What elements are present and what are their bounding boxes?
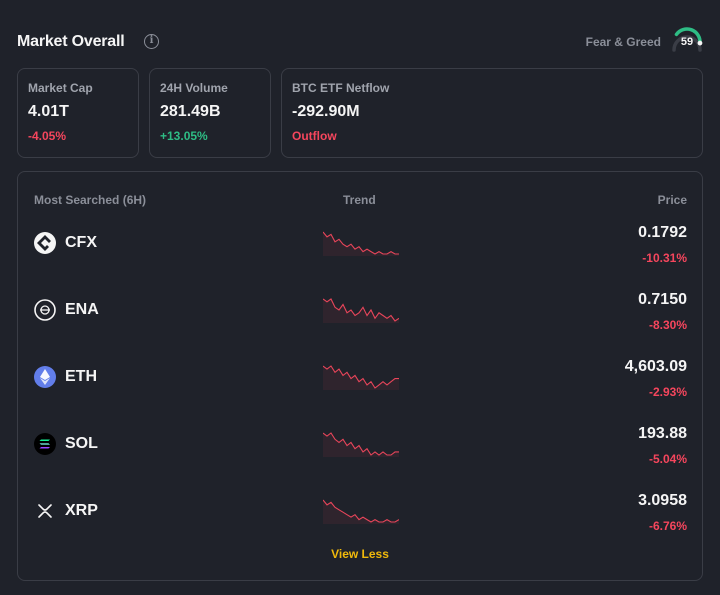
trend-area	[323, 433, 399, 457]
coin-change: -10.31%	[642, 251, 687, 265]
coin-row-eth[interactable]: ETH 4,603.09 -2.93%	[18, 344, 702, 411]
trend-area	[323, 500, 399, 524]
trend-sparkline	[323, 231, 399, 256]
fear-greed-label: Fear & Greed	[585, 35, 661, 49]
trend-line	[323, 432, 399, 456]
trend-area	[323, 366, 399, 390]
trend-sparkline	[323, 499, 399, 524]
header: Market Overall i Fear & Greed 59	[17, 27, 704, 56]
trend-area	[323, 299, 399, 323]
coin-row-sol[interactable]: SOL 193.88 -5.04%	[18, 411, 702, 478]
most-searched-panel: Most Searched (6H) Trend Price CFX 0.179…	[17, 171, 703, 581]
stat-card-market-cap[interactable]: Market Cap 4.01T -4.05%	[17, 68, 139, 158]
stat-value: 281.49B	[160, 103, 221, 120]
stat-label: Market Cap	[28, 81, 93, 95]
stat-change: Outflow	[292, 129, 337, 143]
coin-row-ena[interactable]: ENA 0.7150 -8.30%	[18, 277, 702, 344]
coin-row-xrp[interactable]: XRP 3.0958 -6.76%	[18, 478, 702, 545]
fear-greed-gauge[interactable]: 59	[670, 26, 704, 56]
fear-greed-value: 59	[680, 36, 694, 48]
coin-change: -5.04%	[648, 452, 687, 466]
trend-line	[323, 231, 399, 255]
stat-card-btc-etf-netflow[interactable]: BTC ETF Netflow -292.90M Outflow	[281, 68, 703, 158]
info-icon[interactable]: i	[144, 34, 159, 49]
stat-card-24h-volume[interactable]: 24H Volume 281.49B +13.05%	[149, 68, 271, 158]
coin-change: -8.30%	[648, 318, 687, 332]
coin-price: 193.88	[638, 425, 687, 442]
trend-line	[323, 365, 399, 389]
stat-value: -292.90M	[292, 103, 360, 120]
coin-change: -6.76%	[648, 519, 687, 533]
xrp-icon	[34, 500, 56, 522]
coin-symbol: CFX	[65, 234, 97, 251]
stat-label: 24H Volume	[160, 81, 228, 95]
coin-symbol: ENA	[65, 301, 99, 318]
column-header-most-searched: Most Searched (6H)	[34, 193, 147, 207]
coin-row-cfx[interactable]: CFX 0.1792 -10.31%	[18, 210, 702, 277]
coin-symbol: ETH	[65, 368, 97, 385]
coin-symbol: XRP	[65, 502, 98, 519]
coin-price: 3.0958	[638, 492, 687, 509]
stat-value: 4.01T	[28, 103, 69, 120]
page-title: Market Overall	[17, 33, 125, 50]
trend-sparkline	[323, 432, 399, 457]
sol-icon	[34, 433, 56, 455]
gauge-icon	[672, 27, 703, 52]
trend-sparkline	[323, 365, 399, 390]
trend-line	[323, 499, 399, 523]
stat-change: +13.05%	[160, 129, 208, 143]
trend-line	[323, 298, 399, 322]
trend-area	[323, 232, 399, 256]
cfx-icon	[34, 232, 56, 254]
stat-label: BTC ETF Netflow	[292, 81, 390, 95]
column-header-price: Price	[657, 193, 687, 207]
trend-sparkline	[323, 298, 399, 323]
coin-price: 0.1792	[638, 224, 687, 241]
coin-price: 0.7150	[638, 291, 687, 308]
coin-price: 4,603.09	[624, 358, 687, 375]
coin-symbol: SOL	[65, 435, 98, 452]
column-header-trend: Trend	[343, 193, 376, 207]
coin-change: -2.93%	[648, 385, 687, 399]
stat-change: -4.05%	[28, 129, 67, 143]
view-less-link[interactable]: View Less	[331, 547, 389, 561]
eth-icon	[34, 366, 56, 388]
ena-icon	[34, 299, 56, 321]
